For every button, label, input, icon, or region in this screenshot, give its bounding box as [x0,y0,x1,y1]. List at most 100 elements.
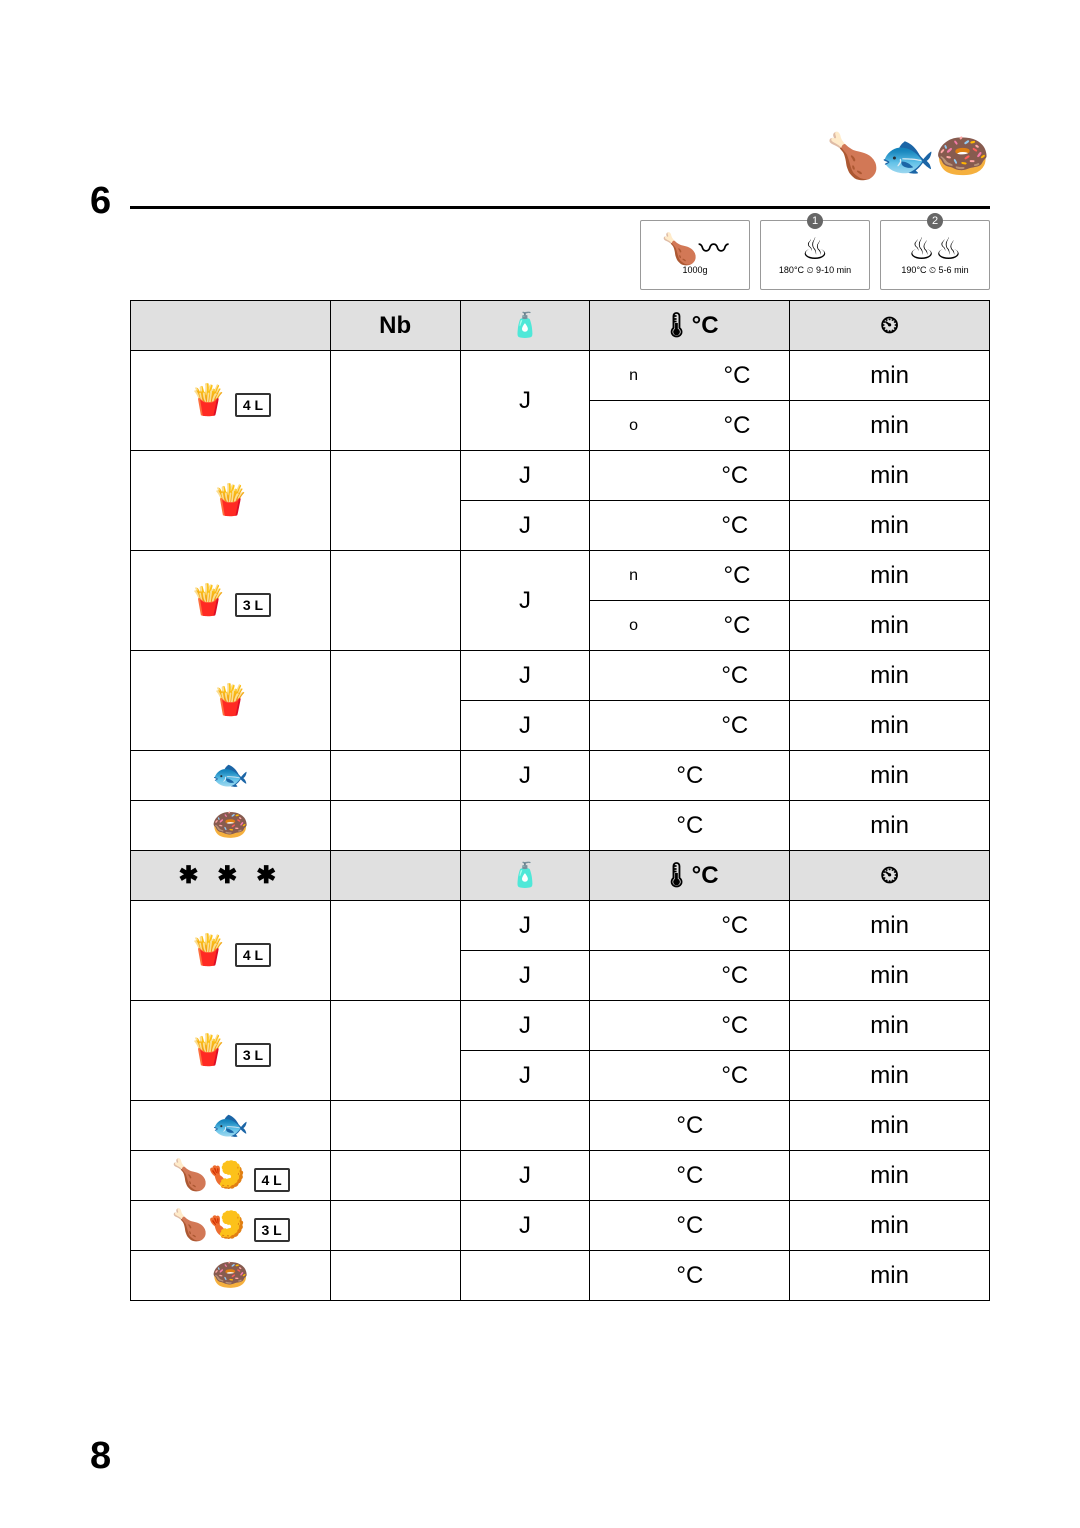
th-time-2: ⏲ [790,851,990,901]
temp-cell: °C [590,701,790,751]
time-cell: min [790,1151,990,1201]
temp-cell: °C [590,1251,790,1301]
section-header-row: ✱ ✱ ✱ 🧴🌡°C⏲ [131,851,990,901]
oil-cell [460,1101,590,1151]
temp-cell: °C [590,1101,790,1151]
oil-cell: J [460,351,590,451]
table-row: 🍟J°Cmin [131,451,990,501]
food-cell: 🍟 4 L [131,351,331,451]
temp-cell: °C [590,751,790,801]
time-cell: min [790,751,990,801]
table-row: 🍟 3 LJ°Cmin [131,1001,990,1051]
time-cell: min [790,351,990,401]
oil-cell: J [460,701,590,751]
food-cell: 🍗🍤 4 L [131,1151,331,1201]
frozen-section-label: ✱ ✱ ✱ [131,851,331,901]
temp-cell: °C [590,651,790,701]
nb-cell [330,351,460,451]
temp-cell: °C [590,951,790,1001]
table-row: 🍗🍤 3 L J°Cmin [131,1201,990,1251]
temp-cell: °C [590,1051,790,1101]
header-icons-row: 🍗〰 1000g 1 ♨ 180°C ⏲ 9-10 min 2 ♨♨ 190°C… [640,220,990,290]
oil-cell [460,1251,590,1301]
temp-cell: o°C [590,601,790,651]
food-cell: 🐟 [131,751,331,801]
nb-cell [330,801,460,851]
temp-cell: n°C [590,551,790,601]
oil-cell: J [460,901,590,951]
temp-cell: °C [590,901,790,951]
time-cell: min [790,901,990,951]
header-label-1: 1 [807,213,823,229]
oil-cell: J [460,1201,590,1251]
table-row: 🍟 4 LJn°Cmin [131,351,990,401]
time-cell: min [790,701,990,751]
oil-cell: J [460,751,590,801]
temp-cell: °C [590,501,790,551]
nb-cell [330,1201,460,1251]
time-cell: min [790,1251,990,1301]
th-nb: Nb [330,301,460,351]
time-cell: min [790,1201,990,1251]
th-temp: 🌡°C [590,301,790,351]
food-cell: 🐟 [131,1101,331,1151]
temp-cell: °C [590,451,790,501]
time-cell: min [790,601,990,651]
food-cell: 🍟 [131,651,331,751]
nb-cell [330,1151,460,1201]
nb-cell [330,1101,460,1151]
th-oil-2: 🧴 [460,851,590,901]
table-row: 🍟J°Cmin [131,651,990,701]
temp-cell: °C [590,1151,790,1201]
table-row: 🐟 °Cmin [131,1101,990,1151]
th-nb-2 [330,851,460,901]
header-glyph: ♨♨ [908,235,962,265]
oil-cell: J [460,551,590,651]
temp-cell: n°C [590,351,790,401]
header-glyph: ♨ [802,235,829,265]
nb-cell [330,1001,460,1101]
table-row: 🍟 4 LJ°Cmin [131,901,990,951]
header-sub: 1000g [682,265,707,275]
food-cell: 🍟 3 L [131,551,331,651]
th-temp-2: 🌡°C [590,851,790,901]
oil-cell [460,801,590,851]
th-food [131,301,331,351]
time-cell: min [790,451,990,501]
table-row: 🐟 J°Cmin [131,751,990,801]
table-row: 🍗🍤 4 L J°Cmin [131,1151,990,1201]
oil-cell: J [460,1151,590,1201]
oil-cell: J [460,501,590,551]
table-row: 🍟 3 LJn°Cmin [131,551,990,601]
header-box-fry: 🍗〰 1000g [640,220,750,290]
header-sub: 190°C ⏲ 5-6 min [901,265,968,276]
nb-cell [330,551,460,651]
food-cell: 🍗🍤 3 L [131,1201,331,1251]
header-box-1: 1 ♨ 180°C ⏲ 9-10 min [760,220,870,290]
temp-cell: °C [590,1201,790,1251]
time-cell: min [790,1001,990,1051]
nb-cell [330,651,460,751]
time-cell: min [790,951,990,1001]
temp-cell: °C [590,801,790,851]
nb-cell [330,901,460,1001]
table-header-row: Nb 🧴 🌡°C ⏲ [131,301,990,351]
temp-cell: °C [590,1001,790,1051]
food-cell: 🍩 [131,1251,331,1301]
header-label-2: 2 [927,213,943,229]
top-divider [130,206,990,209]
header-box-2: 2 ♨♨ 190°C ⏲ 5-6 min [880,220,990,290]
table-row: 🍩 °Cmin [131,1251,990,1301]
page-number: 8 [90,1435,111,1478]
oil-cell: J [460,1001,590,1051]
time-cell: min [790,651,990,701]
time-cell: min [790,801,990,851]
th-time: ⏲ [790,301,990,351]
nb-cell [330,451,460,551]
oil-cell: J [460,951,590,1001]
time-cell: min [790,1101,990,1151]
corner-illustration: 🍗🐟🍩 [740,130,990,200]
time-cell: min [790,551,990,601]
oil-cell: J [460,1051,590,1101]
frying-guide-table: Nb 🧴 🌡°C ⏲ 🍟 4 LJn°Cmino°Cmin🍟J°CminJ°Cm… [130,300,990,1301]
